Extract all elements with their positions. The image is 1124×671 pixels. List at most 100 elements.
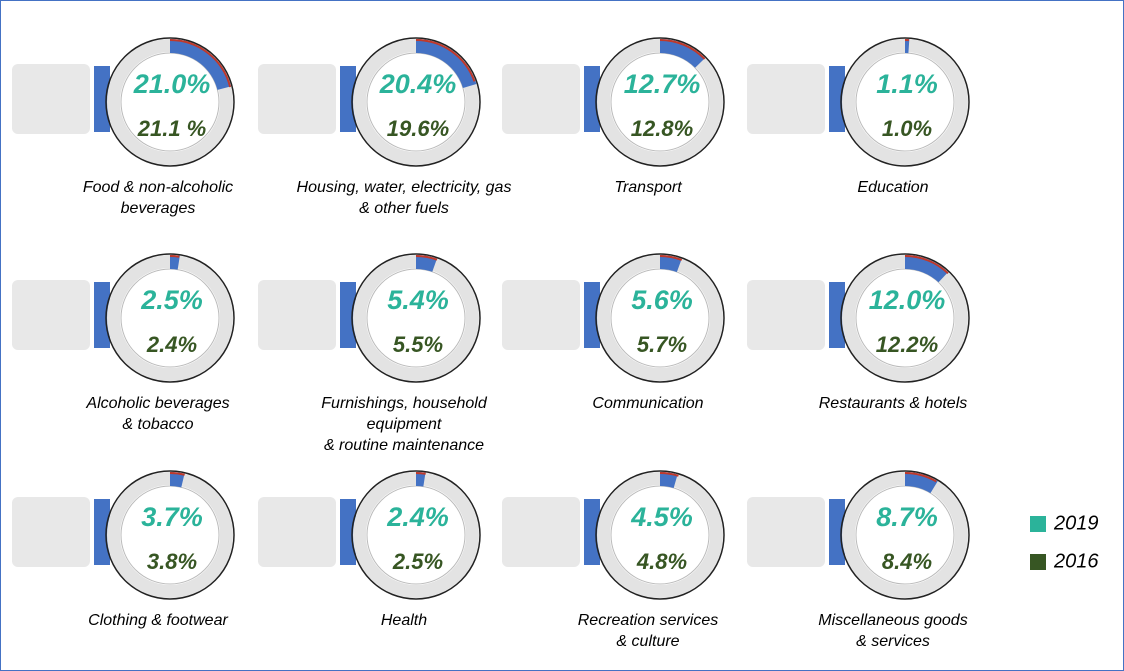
icon-tab [340, 282, 356, 348]
donut-border [351, 470, 481, 600]
donut-border [105, 470, 235, 600]
arc-2016 [659, 255, 683, 261]
arc-2016 [169, 255, 180, 258]
category-label: Food & non-alcoholic beverages [82, 179, 234, 217]
donut-border [595, 253, 725, 383]
wedge-2019 [170, 255, 180, 270]
icon [12, 64, 90, 134]
legend-swatch [1030, 516, 1046, 532]
wedge-2019 [660, 255, 682, 273]
icon [258, 497, 336, 567]
legend-swatch [1030, 554, 1046, 570]
value-2016: 19.6% [387, 116, 449, 141]
value-2019: 1.1% [876, 69, 938, 99]
value-2019: 8.7% [876, 502, 938, 532]
value-2019: 2.4% [386, 502, 449, 532]
icon-tab [584, 499, 600, 565]
icon [502, 280, 580, 350]
wedge-2019 [905, 39, 910, 54]
donut-border [351, 37, 481, 167]
value-2019: 12.7% [624, 69, 701, 99]
category-label: Miscellaneous goods & services [818, 612, 968, 650]
value-2019: 2.5% [140, 285, 203, 315]
donut-border [351, 253, 481, 383]
icon [12, 497, 90, 567]
wedge-2019 [170, 39, 232, 90]
value-2019: 4.5% [630, 502, 693, 532]
category-label: Furnishings, household equipment & routi… [321, 395, 487, 454]
value-2019: 3.7% [141, 502, 203, 532]
icon [12, 280, 90, 350]
donut-border [105, 253, 235, 383]
value-2019: 12.0% [869, 285, 946, 315]
value-2019: 20.4% [379, 69, 457, 99]
donut-border [840, 470, 970, 600]
icon-tab [829, 499, 845, 565]
category-label: Recreation services & culture [577, 612, 719, 650]
arc-2016 [415, 39, 476, 82]
value-2019: 5.6% [631, 285, 693, 315]
wedge-2019 [660, 472, 678, 488]
icon-tab [340, 66, 356, 132]
category-label: Alcoholic beverages & tobacco [86, 395, 230, 433]
icon-tab [829, 282, 845, 348]
value-2016: 2.5% [392, 549, 443, 574]
value-2016: 8.4% [882, 549, 932, 574]
value-2016: 12.2% [876, 332, 938, 357]
arc-2016 [904, 472, 937, 483]
legend-label: 2016 [1053, 550, 1099, 572]
icon-tab [584, 66, 600, 132]
donut-border [595, 470, 725, 600]
donut-border [840, 253, 970, 383]
icon-tab [340, 499, 356, 565]
icon-tab [829, 66, 845, 132]
icon-tab [584, 282, 600, 348]
icon [502, 497, 580, 567]
value-2016: 21.1 % [137, 116, 207, 141]
icon [258, 280, 336, 350]
category-label: Clothing & footwear [88, 612, 228, 629]
donut-border [105, 37, 235, 167]
icon-tab [94, 499, 110, 565]
donut-border [840, 37, 970, 167]
value-2016: 4.8% [636, 549, 687, 574]
category-label: Education [857, 179, 929, 196]
arc-2016 [659, 472, 679, 477]
value-2016: 12.8% [631, 116, 693, 141]
icon [747, 497, 825, 567]
arc-2016 [169, 472, 185, 476]
arc-2016 [415, 255, 438, 261]
category-label: Health [380, 612, 428, 629]
value-2016: 5.7% [637, 332, 687, 357]
donut-border [595, 37, 725, 167]
arc-2016 [659, 39, 706, 60]
arc-2016 [904, 255, 949, 275]
icon [502, 64, 580, 134]
value-2019: 5.4% [387, 285, 449, 315]
legend-label: 2019 [1053, 512, 1099, 534]
value-2016: 2.4% [146, 332, 197, 357]
wedge-2019 [660, 39, 706, 68]
category-label: Housing, water, electricity, gas & other… [296, 179, 512, 217]
wedge-2019 [416, 39, 477, 89]
icon [747, 280, 825, 350]
value-2016: 5.5% [393, 332, 443, 357]
category-label: Restaurants & hotels [818, 395, 968, 412]
arc-2016 [415, 472, 426, 475]
value-2016: 1.0% [882, 116, 932, 141]
category-label: Communication [592, 395, 704, 412]
wedge-2019 [170, 472, 185, 488]
icon-tab [94, 66, 110, 132]
icon [258, 64, 336, 134]
icon [747, 64, 825, 134]
value-2016: 3.8% [147, 549, 197, 574]
category-label: Transport [614, 179, 682, 196]
icon-tab [94, 282, 110, 348]
wedge-2019 [416, 472, 426, 487]
wedge-2019 [416, 255, 437, 272]
value-2019: 21.0% [133, 69, 211, 99]
wedge-2019 [905, 255, 949, 283]
arc-2016 [169, 39, 232, 88]
